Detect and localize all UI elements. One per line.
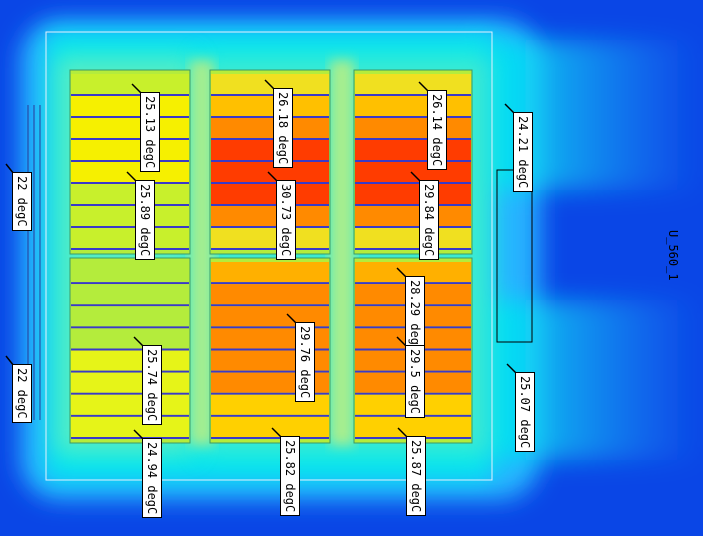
temp-label: 26.14 degC bbox=[427, 90, 447, 171]
temp-label: 24.21 degC bbox=[513, 112, 533, 193]
heat-tray bbox=[69, 69, 191, 255]
cell-plate bbox=[71, 96, 189, 116]
temp-label: 25.07 degC bbox=[515, 372, 535, 453]
temp-label: 29.76 degC bbox=[295, 322, 315, 403]
cell-plate bbox=[71, 306, 189, 327]
cell-plate bbox=[211, 96, 329, 116]
cell-plate bbox=[211, 416, 329, 437]
cell-plate bbox=[355, 140, 471, 160]
temp-label: 25.74 degC bbox=[142, 345, 162, 426]
cell-plate bbox=[355, 262, 471, 283]
enclosure-outline bbox=[45, 31, 493, 481]
cell-plate bbox=[71, 140, 189, 160]
temp-label: 30.73 degC bbox=[276, 180, 296, 261]
temp-label: 25.87 degC bbox=[406, 436, 426, 517]
model-name: U_560_1 bbox=[666, 230, 680, 281]
cell-plate bbox=[211, 140, 329, 160]
temp-label: 25.89 degC bbox=[135, 180, 155, 261]
temp-label: 22 degC bbox=[12, 172, 32, 231]
temp-label: 22 degC bbox=[12, 364, 32, 423]
cell-plate bbox=[355, 96, 471, 116]
cell-plate bbox=[71, 284, 189, 305]
cell-plate bbox=[211, 206, 329, 226]
temp-label: 24.94 degC bbox=[142, 438, 162, 519]
cell-plate bbox=[71, 394, 189, 415]
heat-tray bbox=[353, 69, 473, 255]
cell-plate bbox=[355, 206, 471, 226]
temp-label: 25.82 degC bbox=[280, 436, 300, 517]
cell-plate bbox=[211, 228, 329, 248]
cell-plate bbox=[71, 206, 189, 226]
temp-label: 29.84 degC bbox=[419, 180, 439, 261]
cell-plate bbox=[211, 284, 329, 305]
label-leaders bbox=[5, 79, 518, 441]
cell-plate bbox=[71, 162, 189, 182]
cell-plate bbox=[71, 416, 189, 437]
heat-tray bbox=[209, 69, 331, 255]
cell-plate bbox=[355, 118, 471, 138]
heat-tray bbox=[69, 257, 191, 444]
cell-plate bbox=[71, 372, 189, 393]
cell-plate bbox=[211, 306, 329, 327]
cell-plate bbox=[71, 228, 189, 248]
cell-plate bbox=[71, 262, 189, 283]
cell-plate bbox=[355, 74, 471, 94]
cell-plate bbox=[211, 262, 329, 283]
temp-label: 26.18 degC bbox=[273, 88, 293, 169]
cell-plate bbox=[71, 74, 189, 94]
cell-plate bbox=[355, 184, 471, 204]
cell-plate bbox=[71, 328, 189, 349]
cell-plate bbox=[211, 162, 329, 182]
cell-plate bbox=[211, 184, 329, 204]
cell-plate bbox=[71, 350, 189, 371]
cell-plate bbox=[355, 416, 471, 437]
cell-plate bbox=[71, 184, 189, 204]
cell-plate bbox=[355, 162, 471, 182]
cell-plate bbox=[211, 118, 329, 138]
temp-label: 29.5 degC bbox=[405, 345, 425, 419]
cell-plate bbox=[71, 118, 189, 138]
temp-label: 25.13 degC bbox=[140, 92, 160, 173]
cell-plate bbox=[355, 228, 471, 248]
